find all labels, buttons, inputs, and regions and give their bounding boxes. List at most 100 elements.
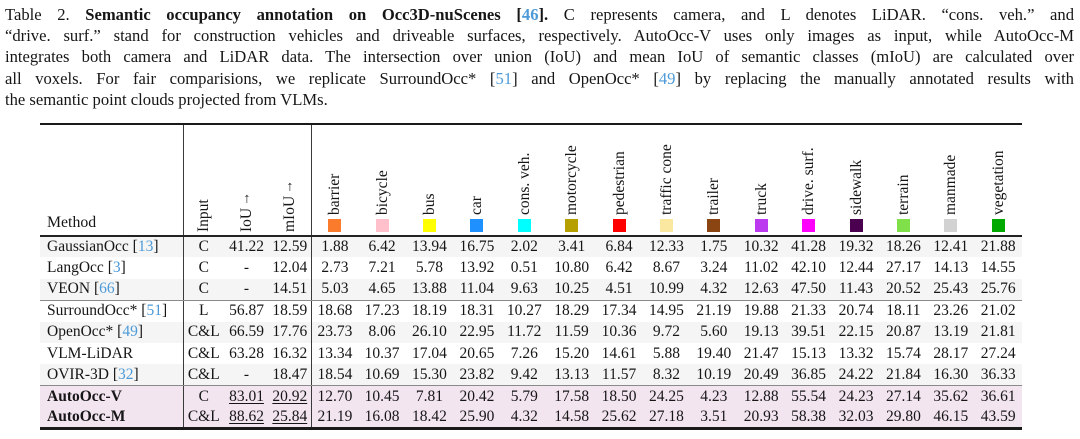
class-value-cell: 7.21 xyxy=(368,259,396,277)
class-value-cell: 19.13 xyxy=(743,323,779,341)
class-value-cell: 20.52 xyxy=(879,278,928,301)
class-value-cell: 1.75 xyxy=(700,238,728,256)
class-value-cell: 9.63 xyxy=(500,278,548,301)
class-value-cell: 10.36 xyxy=(601,323,637,341)
class-value-cell: 22.15 xyxy=(838,323,874,341)
class-value-cell: 8.67 xyxy=(652,259,680,277)
class-value-cell: 18.11 xyxy=(886,302,921,320)
class-value-cell: 0.51 xyxy=(510,259,538,277)
class-value-cell: 18.19 xyxy=(412,302,447,320)
citation-link[interactable]: 66 xyxy=(99,280,115,298)
class-value-cell: 4.32 xyxy=(690,278,738,301)
class-color-swatch xyxy=(659,219,673,233)
column-header-class: vegetation xyxy=(974,124,1022,238)
class-label: bicycle xyxy=(373,170,391,216)
citation-link[interactable]: 51 xyxy=(146,302,162,320)
method-name: OVIR-3D xyxy=(47,365,109,383)
class-value-cell: 19.32 xyxy=(838,238,874,256)
class-value-cell: 11.72 xyxy=(507,323,542,341)
class-value-cell: 35.62 xyxy=(933,387,969,405)
table-body: GaussianOcc [13] C 41.22 12.59 1.88 6.42 13.94… xyxy=(40,236,1022,429)
class-value-cell: 20.93 xyxy=(743,408,779,426)
input-cell: C xyxy=(183,278,225,301)
metric-value: - xyxy=(243,259,250,277)
class-value-cell: 10.25 xyxy=(547,278,596,301)
metric-value: 12.59 xyxy=(272,238,308,256)
class-value-cell: 6.84 xyxy=(605,238,633,256)
class-label: vegetation xyxy=(989,150,1007,216)
class-value-cell: 27.17 xyxy=(885,259,921,277)
class-value-cell: 12.44 xyxy=(838,259,874,277)
method-cell: AutoOcc-M xyxy=(40,407,184,429)
class-value-cell: 21.19 xyxy=(696,302,732,320)
class-color-swatch xyxy=(707,219,721,233)
class-value-cell: 13.13 xyxy=(547,364,596,387)
metric-value: 18.59 xyxy=(272,302,308,320)
class-label: traffic cone xyxy=(657,144,675,216)
class-color-swatch xyxy=(896,219,910,233)
table-row: SurroundOcc* [51] L 56.87 18.59 18.68 17.23 18… xyxy=(40,300,1022,322)
class-value-cell: 13.19 xyxy=(933,323,969,341)
citation-link[interactable]: 51 xyxy=(495,68,513,88)
class-value-cell: 15.30 xyxy=(405,364,454,387)
class-value-cell: 13.34 xyxy=(317,344,353,362)
input-cell: C&L xyxy=(187,323,220,341)
header-label: mIoU xyxy=(280,195,298,233)
method-name: SurroundOcc* xyxy=(47,302,138,320)
class-value-cell: 4.65 xyxy=(358,278,406,301)
class-color-swatch xyxy=(565,219,579,233)
class-label: trailer xyxy=(704,178,722,216)
class-value-cell: 18.50 xyxy=(601,387,637,405)
citation-link[interactable]: 49 xyxy=(658,68,676,88)
class-value-cell: 12.63 xyxy=(737,278,785,301)
caption-text: ]. xyxy=(538,5,549,24)
method-cell: VLM-LiDAR xyxy=(40,342,184,365)
miou-cell: 17.76 xyxy=(269,321,312,343)
class-label: cons. veh. xyxy=(515,152,533,216)
citation-link[interactable]: 49 xyxy=(122,323,138,341)
citation-link[interactable]: 3 xyxy=(112,259,121,277)
iou-cell: 66.59 xyxy=(224,322,269,343)
class-value-cell: 55.54 xyxy=(791,387,827,405)
column-header-class: pedestrian xyxy=(595,124,643,238)
class-value-cell: 20.65 xyxy=(459,344,495,362)
miou-cell: 25.84 xyxy=(269,407,312,429)
class-value-cell: 23.26 xyxy=(933,302,969,320)
class-value-cell: 18.68 xyxy=(317,302,353,320)
class-value-cell: 41.28 xyxy=(791,238,827,256)
citation-link[interactable]: 32 xyxy=(118,365,134,383)
rotated-label: truck xyxy=(752,183,770,233)
class-label: sidewalk xyxy=(847,159,864,216)
method-name: OpenOcc* xyxy=(47,323,114,341)
class-value-cell: 17.34 xyxy=(601,302,637,320)
citation-link[interactable]: 13 xyxy=(137,238,154,256)
class-color-swatch xyxy=(375,219,389,233)
class-value-cell: 4.23 xyxy=(700,387,728,405)
method-name: VLM-LiDAR xyxy=(47,344,134,362)
class-value-cell: 19.88 xyxy=(743,302,779,320)
caption-text: C represents camera, and L denotes LiDAR… xyxy=(548,5,1075,24)
class-value-cell: 3.41 xyxy=(558,238,586,256)
caption-text: the semantic point clouds projected from… xyxy=(5,89,328,109)
class-value-cell: 14.95 xyxy=(649,302,684,320)
citation-link[interactable]: 46 xyxy=(521,5,539,24)
class-value-cell: 10.69 xyxy=(358,364,406,387)
rotated-label: bus xyxy=(420,193,438,233)
rotated-label: cons. veh. xyxy=(515,152,533,233)
miou-cell: 12.04 xyxy=(269,257,312,279)
class-value-cell: 11.04 xyxy=(453,278,501,301)
class-value-cell: 17.23 xyxy=(364,302,400,320)
method-cell: LangOcc [3] xyxy=(40,257,184,279)
rotated-label: bicycle xyxy=(373,170,391,233)
class-value-cell: 1.88 xyxy=(321,238,349,256)
caption-text: Semantic occupancy annotation on Occ3D-n… xyxy=(85,5,522,24)
input-cell: C xyxy=(198,259,209,277)
class-value-cell: 20.74 xyxy=(838,302,874,320)
class-value-cell: 27.24 xyxy=(980,344,1016,362)
caption-text: ] by replacing the manually annotated re… xyxy=(675,68,1074,88)
metric-value: 18.47 xyxy=(272,365,308,383)
class-value-cell: 18.42 xyxy=(412,408,447,426)
class-value-cell: 10.99 xyxy=(642,278,691,301)
rotated-label: sidewalk xyxy=(847,159,865,233)
table-row: VLM-LiDAR C&L 63.28 16.32 13.34 10.37 17.04 20.… xyxy=(40,342,1022,365)
